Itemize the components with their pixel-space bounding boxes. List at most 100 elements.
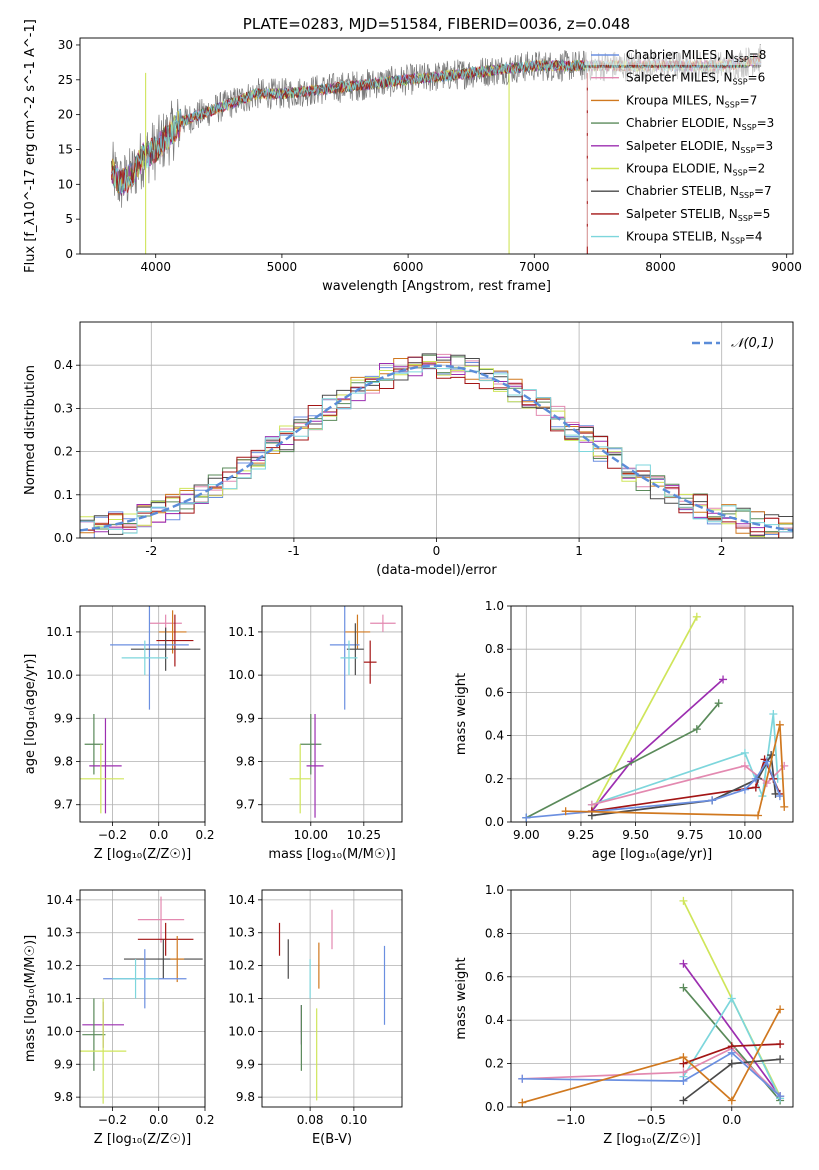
age_vs_Z-plot-area	[80, 606, 201, 814]
spectrum-ytick-label: 15	[58, 142, 73, 156]
mass-weight-marker	[776, 1092, 785, 1101]
mass-weight-marker	[719, 675, 728, 684]
residuals-frame	[79, 321, 794, 539]
spectrum-axes: 4000 5000 6000 7000 8000 9000 0 5 10 15 20 25 30	[58, 38, 802, 274]
spectrum-xtick-label: 5000	[267, 260, 298, 274]
spectrum-title: PLATE=0283, MJD=51584, FIBERID=0036, z=0…	[243, 15, 630, 33]
massweight_vs_age-xtick-label: 9.00	[513, 828, 540, 842]
mass-weight-marker	[727, 1048, 736, 1057]
legend-item-bg	[585, 135, 785, 156]
legend-label: Kroupa MILES, NSSP=7	[626, 93, 757, 109]
residual-histogram-step	[80, 367, 793, 534]
residuals-xtick-label: -2	[145, 544, 157, 558]
legend-label-text: Kroupa STELIB, N	[626, 230, 730, 244]
legend-label-count: =2	[748, 162, 766, 176]
residuals-xtick-label: 2	[718, 544, 726, 558]
mass_vs_EBV-frame	[261, 889, 403, 1108]
gaussian-legend-label: 𝒩(0,1)	[731, 336, 774, 351]
residuals-xtick-label: 0	[433, 544, 441, 558]
age_vs_Z-xtick-label: 0.2	[195, 828, 214, 842]
spectrum-ytick-label: 30	[58, 38, 73, 52]
mass_vs_Z-xtick-label: −0.2	[98, 1113, 127, 1127]
legend-label-count: =5	[753, 207, 771, 221]
age_vs_mass-ytick-label: 9.8	[236, 755, 255, 769]
massweight_vs_age-ytick-label: 0.4	[485, 729, 504, 743]
spectrum-xtick-label: 8000	[645, 260, 676, 274]
legend-label: Chabrier ELODIE, NSSP=3	[626, 116, 774, 132]
legend-label-subscript: SSP	[730, 237, 745, 246]
spectrum-ylabel: Flux [f_λ10^-17 erg cm^-2 s^-1 A^-1]	[23, 19, 38, 273]
mass-weight-marker	[754, 811, 763, 820]
legend-label-count: =3	[755, 139, 773, 153]
legend-label-text: Salpeter MILES, N	[626, 71, 733, 85]
age_vs_mass-ytick-label: 10.1	[228, 625, 255, 639]
legend-label-subscript: SSP	[733, 78, 748, 87]
residuals-xtick-label: -1	[288, 544, 300, 558]
spectrum-frame	[79, 37, 794, 255]
mass_vs_EBV-axes: 0.08 0.10 9.8 9.9 10.0 10.1 10.2 10.3 10.4	[228, 890, 402, 1127]
massweight_vs_Z-frame	[510, 889, 794, 1108]
spectrum-ytick-label: 5	[65, 212, 73, 226]
age_vs_Z-axes: −0.2 0.0 0.2 9.7 9.8 9.9 10.0 10.1	[46, 606, 215, 842]
legend-label-count: =7	[754, 184, 772, 198]
residual-histogram-step	[80, 356, 793, 538]
residuals-ytick-label: 0.1	[54, 488, 73, 502]
mass-weight-marker	[762, 757, 771, 766]
residuals-ytick-label: 0.3	[54, 401, 73, 415]
mass_vs_EBV-ytick-label: 10.0	[228, 1024, 255, 1038]
age_vs_Z-xtick-label: −0.2	[98, 828, 127, 842]
mass-weight-marker	[740, 748, 749, 757]
massweight_vs_Z-ylabel: mass weight	[454, 957, 469, 1039]
mass-weight-marker	[775, 792, 784, 801]
mass-weight-marker	[518, 1098, 527, 1107]
age_vs_mass-xtick-label: 10.00	[294, 828, 328, 842]
legend-item-bg	[585, 181, 785, 202]
massweight_vs_age-xtick-label: 9.25	[568, 828, 595, 842]
mass_vs_Z-plot-area	[80, 896, 203, 1104]
mass-weight-marker	[679, 959, 688, 968]
legend-label-subscript: SSP	[742, 123, 757, 132]
massweight_vs_age-xlabel: age [log₁₀(age/yr)]	[592, 847, 713, 862]
gaussian-reference-line	[80, 364, 793, 532]
massweight_vs_age-ytick-label: 0.0	[485, 815, 504, 829]
mass-weight-line	[591, 678, 724, 812]
legend-label: Kroupa STELIB, NSSP=4	[626, 230, 763, 246]
legend-label-text: Salpeter STELIB, N	[626, 207, 738, 221]
massweight_vs_age-xtick-label: 10.00	[728, 828, 762, 842]
mass_vs_EBV-ytick-label: 9.9	[236, 1057, 255, 1071]
legend-item-bg	[585, 67, 785, 88]
age_vs_Z-xlabel: Z [log₁₀(Z/Z☉)]	[94, 847, 191, 862]
mass_vs_EBV-ytick-label: 10.4	[228, 893, 255, 907]
mass_vs_EBV-ytick-label: 10.1	[228, 992, 255, 1006]
legend-item-bg	[585, 203, 785, 224]
legend-label-text: Kroupa ELODIE, N	[626, 162, 733, 176]
age_vs_mass-ytick-label: 9.7	[236, 798, 255, 812]
age_vs_Z-ytick-label: 9.7	[54, 798, 73, 812]
mass_vs_EBV-xlabel: E(B-V)	[312, 1132, 352, 1147]
mass-weight-marker	[522, 813, 531, 822]
spectrum-ytick-label: 20	[58, 108, 73, 122]
mass-weight-marker	[776, 1040, 785, 1049]
age_vs_mass-axes: 10.00 10.25 9.7 9.8 9.9 10.0 10.1	[228, 606, 402, 842]
legend-label-subscript: SSP	[739, 191, 754, 200]
mass_vs_EBV-ytick-label: 9.8	[236, 1090, 255, 1104]
mass_vs_EBV-ytick-label: 10.2	[228, 959, 255, 973]
mass_vs_Z-ytick-label: 9.9	[54, 1057, 73, 1071]
massweight_vs_age-plot-area	[522, 612, 789, 822]
mass-weight-marker	[780, 802, 789, 811]
mass-weight-marker	[679, 983, 688, 992]
mass-weight-line	[522, 1009, 781, 1104]
legend-label-count: =8	[749, 48, 767, 62]
massweight_vs_Z-ytick-label: 0.6	[485, 970, 504, 984]
mass-weight-line	[591, 764, 785, 806]
mass_vs_Z-ytick-label: 10.1	[46, 992, 73, 1006]
legend-label-text: Chabrier ELODIE, N	[626, 116, 742, 130]
massweight_vs_age-ylabel: mass weight	[454, 673, 469, 755]
mass-weight-marker	[679, 1076, 688, 1085]
residuals-plot-area	[80, 353, 793, 538]
age_vs_Z-ytick-label: 9.8	[54, 755, 73, 769]
age_vs_Z-ytick-label: 10.1	[46, 625, 73, 639]
spectrum-xtick-label: 9000	[771, 260, 802, 274]
mass-weight-marker	[776, 1055, 785, 1064]
